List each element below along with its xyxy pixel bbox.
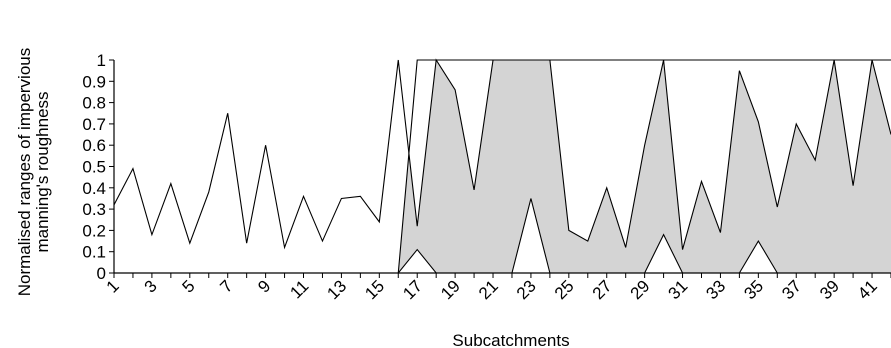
y-tick-label: 0.3 <box>82 200 106 219</box>
plot-areas <box>114 60 891 273</box>
x-tick-label: 27 <box>589 276 616 303</box>
x-tick-label: 31 <box>665 276 692 303</box>
area-cutout-upper <box>114 60 891 273</box>
x-tick-label: 1 <box>103 276 123 296</box>
x-tick-label: 33 <box>702 276 729 303</box>
x-tick-label: 5 <box>179 276 199 296</box>
x-tick-label: 13 <box>323 276 350 303</box>
x-tick-label: 17 <box>399 276 426 303</box>
x-tick-label: 35 <box>740 276 767 303</box>
x-tick-label: 25 <box>551 276 578 303</box>
y-tick-label: 0.9 <box>82 72 106 91</box>
x-axis-title: Subcatchments <box>452 331 569 348</box>
x-tick-labels: 1 3 5 7 9 11 13 15 17 19 21 23 25 27 29 31 33 35 37 39 41 <box>103 276 881 303</box>
y-axis-title-line2: manning's roughness <box>33 91 52 252</box>
x-tick-label: 37 <box>778 276 805 303</box>
x-tick-label: 29 <box>627 276 654 303</box>
x-tick-label: 19 <box>437 276 464 303</box>
y-tick-label: 0.6 <box>82 136 106 155</box>
y-tick-labels: 0 0.1 0.2 0.3 0.4 0.5 0.6 0.7 0.8 0.9 1 <box>82 51 106 283</box>
x-tick-label: 7 <box>216 276 236 296</box>
y-tick-label: 0.7 <box>82 115 106 134</box>
y-tick-label: 1 <box>97 51 106 70</box>
y-axis-title-line1: Normalised ranges of impervious <box>15 48 34 297</box>
x-tick-label: 21 <box>475 276 502 303</box>
x-tick-label: 41 <box>854 276 881 303</box>
y-tick-label: 0.4 <box>82 179 106 198</box>
y-tick-label: 0.8 <box>82 94 106 113</box>
y-tick-label: 0.2 <box>82 221 106 240</box>
x-tick-label: 9 <box>254 276 274 296</box>
x-tick-label: 39 <box>816 276 843 303</box>
x-tick-label: 3 <box>141 276 161 296</box>
x-tick-label: 15 <box>361 276 388 303</box>
x-tick-label: 11 <box>286 276 312 302</box>
y-tick-label: 0.5 <box>82 158 106 177</box>
axes <box>109 59 891 278</box>
y-tick-label: 0 <box>97 264 106 283</box>
x-tick-label: 23 <box>513 276 540 303</box>
y-axis-title: Normalised ranges of impervious manning'… <box>15 48 52 297</box>
y-tick-label: 0.1 <box>82 243 106 262</box>
